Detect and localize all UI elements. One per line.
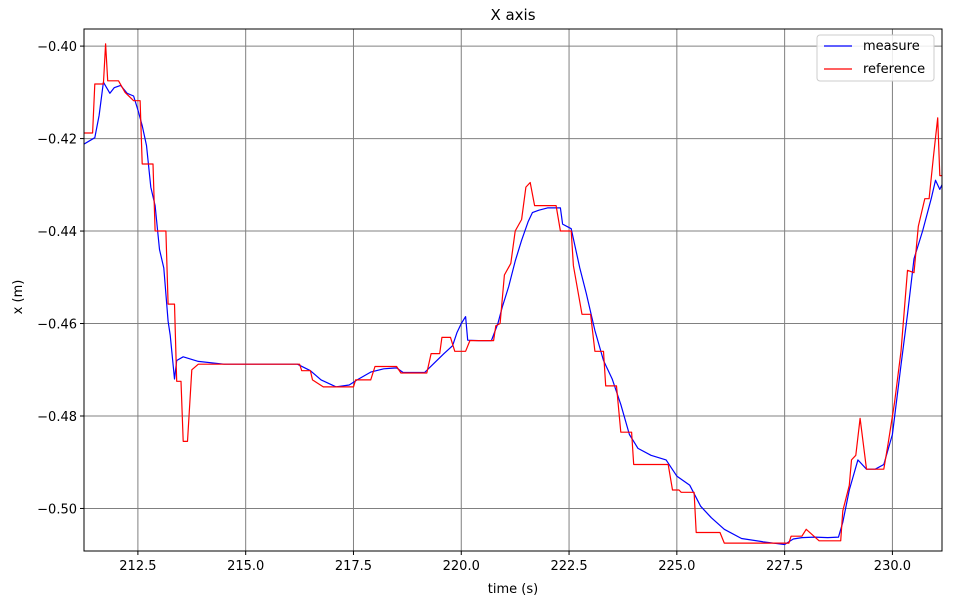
series-line-reference — [84, 43, 942, 544]
y-tick-label: −0.42 — [37, 133, 77, 148]
y-tick-label: −0.50 — [37, 502, 77, 517]
y-tick-label: −0.46 — [37, 318, 77, 333]
x-tick-label: 212.5 — [119, 559, 156, 574]
x-tick-label: 230.0 — [874, 559, 911, 574]
legend-label-measure: measure — [863, 39, 920, 54]
y-tick-label: −0.48 — [37, 410, 77, 425]
legend: measure reference — [816, 34, 935, 82]
x-tick-label: 225.0 — [658, 559, 695, 574]
y-tick-label: −0.44 — [37, 225, 77, 240]
y-axis-label: x (m) — [11, 280, 26, 315]
series-line-measure — [84, 81, 942, 546]
x-tick-label: 215.0 — [227, 559, 264, 574]
y-tick-label: −0.40 — [37, 40, 77, 55]
axis-ticks: 212.5 215.0 217.5 220.0 222.5 225.0 227.5 230.0… — [37, 40, 911, 574]
x-tick-label: 227.5 — [766, 559, 803, 574]
grid-lines — [84, 29, 942, 551]
plot-series — [84, 43, 942, 546]
x-tick-label: 220.0 — [443, 559, 480, 574]
legend-label-reference: reference — [863, 62, 925, 77]
x-axis-label: time (s) — [488, 582, 538, 597]
x-tick-label: 222.5 — [550, 559, 587, 574]
plot-frame — [83, 28, 943, 552]
chart-title: X axis — [490, 6, 535, 24]
x-tick-label: 217.5 — [335, 559, 372, 574]
